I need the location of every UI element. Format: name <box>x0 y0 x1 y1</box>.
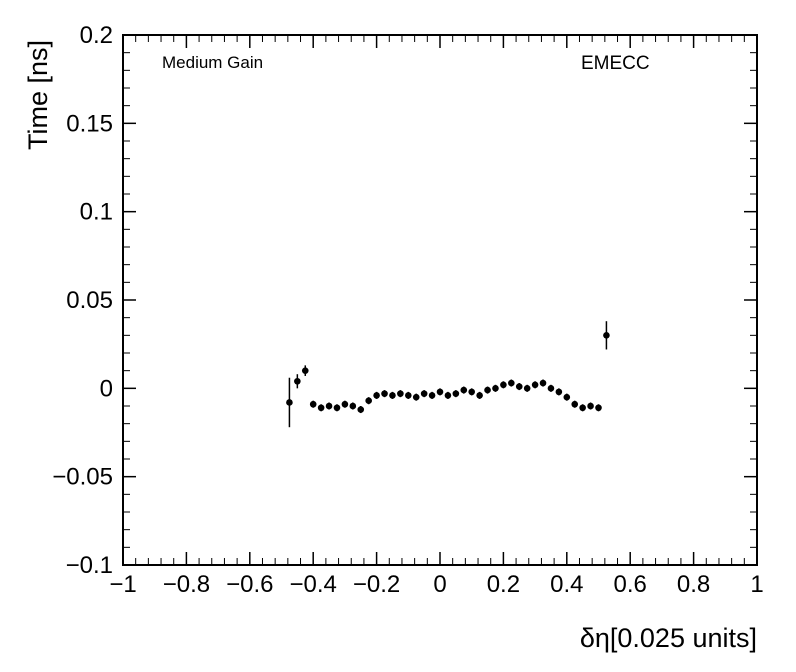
data-point <box>294 377 301 385</box>
x-tick-label: 1 <box>750 571 763 598</box>
data-point <box>500 381 507 389</box>
annotation-emecc: EMECC <box>581 53 650 74</box>
data-point <box>508 379 515 387</box>
data-point <box>476 392 483 399</box>
data-point <box>381 390 388 397</box>
data-point <box>301 367 309 374</box>
x-tick-label: −0.6 <box>226 571 273 598</box>
data-point <box>436 388 444 396</box>
x-tick-label: 0.6 <box>614 571 647 598</box>
data-point <box>563 393 571 401</box>
data-point <box>547 385 555 392</box>
y-tick-label: 0 <box>100 375 113 402</box>
x-tick-label: 0 <box>433 571 446 598</box>
x-tick-label: −1 <box>109 571 136 598</box>
data-point <box>412 393 420 401</box>
x-tick-label: 0.8 <box>677 571 710 598</box>
y-axis-title: Time [ns] <box>23 40 53 150</box>
y-tick-label: 0.2 <box>80 22 113 49</box>
data-point <box>468 388 476 396</box>
data-point <box>333 404 341 412</box>
data-point <box>460 386 468 394</box>
data-point <box>452 390 460 397</box>
data-point <box>357 406 365 413</box>
x-tick-label: −0.4 <box>290 571 337 598</box>
data-point <box>539 379 547 387</box>
data-point <box>484 386 491 394</box>
y-tick-label: −0.05 <box>52 464 113 491</box>
data-point <box>349 402 357 410</box>
plot-frame <box>122 34 758 566</box>
data-point <box>555 388 563 396</box>
annotation-medium-gain: Medium Gain <box>162 53 263 72</box>
data-point <box>309 400 317 408</box>
x-tick-label: 0.4 <box>550 571 583 598</box>
data-point <box>373 392 380 399</box>
y-tick-label: 0.1 <box>80 199 113 226</box>
data-point <box>579 404 586 412</box>
data-point <box>405 392 412 399</box>
data-point <box>523 385 531 392</box>
data-point <box>444 392 452 399</box>
data-point <box>492 385 499 392</box>
y-tick-label: −0.1 <box>66 552 113 579</box>
data-point <box>515 383 523 390</box>
x-tick-label: −0.8 <box>163 571 210 598</box>
data-point <box>365 397 372 405</box>
data-point <box>325 402 333 410</box>
y-tick-label: 0.05 <box>66 287 113 314</box>
data-point <box>341 400 349 408</box>
data-point <box>317 404 325 412</box>
data-point <box>595 404 602 412</box>
data-point <box>286 399 293 406</box>
data-point <box>420 390 428 397</box>
data-point <box>603 332 610 339</box>
y-tick-label: 0.15 <box>66 110 113 137</box>
data-point <box>531 381 539 389</box>
data-point <box>428 392 436 399</box>
x-axis-title: δη[0.025 units] <box>580 623 757 653</box>
data-point <box>397 390 404 397</box>
x-tick-label: 0.2 <box>487 571 520 598</box>
x-tick-label: −0.2 <box>353 571 400 598</box>
data-point <box>587 402 594 410</box>
data-point <box>571 400 579 408</box>
data-point <box>389 392 396 399</box>
